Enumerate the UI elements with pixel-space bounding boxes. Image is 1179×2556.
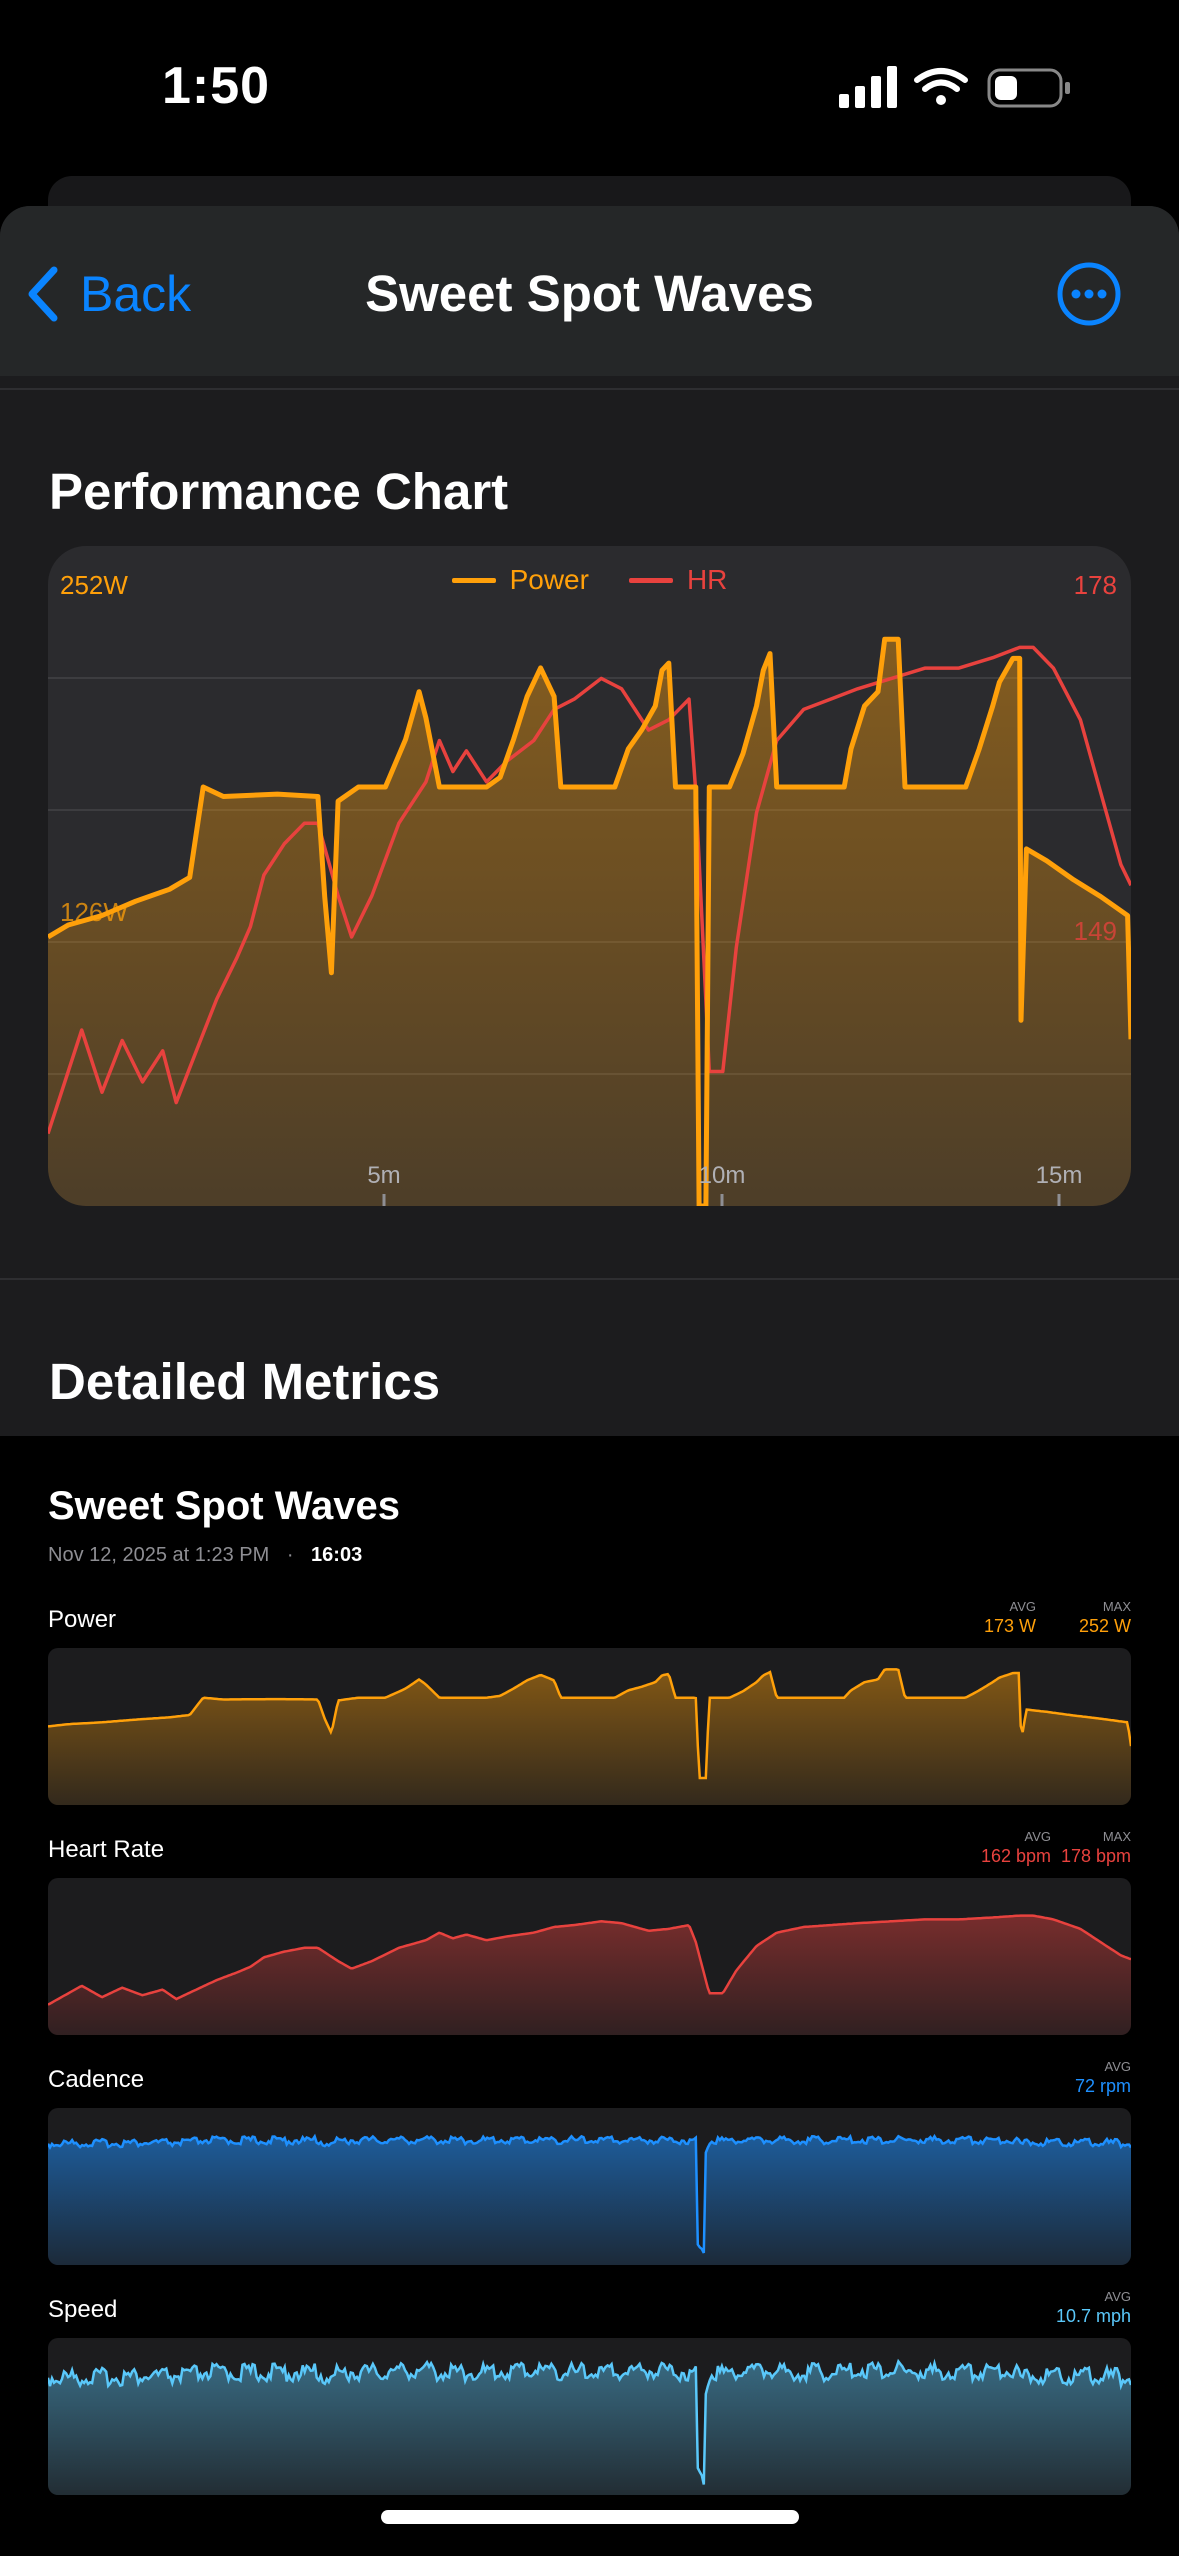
speed-mini-chart[interactable] [48,2338,1131,2495]
cadence-avg-stat: AVG 72 rpm [1075,2059,1131,2097]
detailed-metrics-title: Detailed Metrics [49,1353,441,1410]
hr-sparkline-line [48,1914,1131,2006]
hr-mid-label: 149 [1074,916,1117,946]
metric-label-speed: Speed [48,2296,118,2323]
hr-sparkline-area [48,1915,1131,2035]
speed-sparkline-line [48,2358,1131,2485]
x-tick-5m: 5m [367,1162,400,1189]
stat-value: 178 bpm [1060,1846,1131,1866]
hr-avg-stat: AVG 162 bpm [981,1829,1051,1867]
stat-value: 173 W [983,1616,1036,1636]
page-title: Sweet Spot Waves [365,265,814,322]
workout-meta: Nov 12, 2025 at 1:23 PM · 16:03 [48,1544,362,1567]
divider [0,1278,1179,1280]
power-sparkline-area [48,1669,1131,1805]
cadence-sparkline-line [48,2133,1131,2254]
stat-caption: MAX [1102,1599,1131,1614]
status-icons [839,66,1070,108]
divider [0,388,1179,390]
stat-value: 10.7 mph [1055,2306,1131,2326]
power-sparkline [48,1668,1131,1805]
more-options-icon[interactable] [1056,261,1122,327]
speed-avg-stat: AVG 10.7 mph [1056,2289,1131,2327]
legend-swatch-hr [628,577,673,583]
stat-value: 72 rpm [1074,2076,1131,2096]
cadence-mini-chart[interactable] [48,2108,1131,2265]
power-sparkline-line [48,1668,1131,1780]
power-max-label: 252W [60,570,128,600]
power-mid-label: 126W [60,897,128,927]
stat-value: 252 W [1078,1616,1131,1636]
workout-title: Sweet Spot Waves [48,1484,400,1528]
performance-chart[interactable]: Power HR 252W 1 [48,546,1131,1206]
performance-chart-title: Performance Chart [49,463,509,520]
status-time: 1:50 [162,57,271,115]
status-bar: 1:50 [0,0,1179,170]
detailed-metrics-panel: Sweet Spot Waves Nov 12, 2025 at 1:23 PM… [0,1436,1179,2556]
speed-sparkline [48,2358,1131,2495]
back-label: Back [80,266,192,322]
power-avg-stat: AVG 173 W [984,1599,1036,1637]
hr-max-label: 178 [1074,570,1117,600]
stat-caption: MAX [1102,1829,1131,1844]
x-tick-15m: 15m [1036,1162,1083,1189]
wifi-icon [914,68,968,92]
stat-caption: AVG [1024,1829,1052,1844]
battery-icon [987,68,1070,108]
legend-swatch-power [451,577,496,583]
legend-item-power: Power [451,564,589,596]
signal-icon [839,66,897,108]
stat-caption: AVG [1104,2059,1132,2074]
heart-rate-mini-chart[interactable] [48,1878,1131,2035]
power-mini-chart[interactable] [48,1648,1131,1805]
performance-chart-plot: 252W 126W 178 149 5m 10m 15m [48,570,1131,1206]
workout-duration: 16:03 [311,1544,363,1566]
metric-label-power: Power [48,1606,117,1633]
detail-sheet: Back Sweet Spot Waves Performance Chart … [0,206,1179,1436]
metric-label-cadence: Cadence [48,2066,145,2093]
meta-separator: · [286,1544,294,1566]
stat-caption: AVG [1009,1599,1037,1614]
metric-label-heart-rate: Heart Rate [48,1836,165,1863]
legend-label-hr: HR [686,564,728,595]
hr-sparkline [48,1914,1131,2035]
cadence-sparkline [48,2133,1131,2265]
x-tick-10m: 10m [699,1162,746,1189]
stat-value: 162 bpm [980,1846,1051,1866]
hr-max-stat: MAX 178 bpm [1061,1829,1131,1867]
speed-sparkline-area [48,2361,1131,2495]
navigation-bar: Back Sweet Spot Waves [0,206,1179,376]
stat-caption: AVG [1104,2289,1132,2304]
power-series-line [48,636,1131,1206]
chevron-left-icon [28,266,58,322]
x-axis: 5m 10m 15m [367,1162,1082,1206]
workout-date: Nov 12, 2025 at 1:23 PM [48,1544,270,1566]
home-indicator[interactable] [381,2510,799,2524]
power-max-stat: MAX 252 W [1079,1599,1131,1637]
legend-label-power: Power [509,564,589,595]
legend-item-hr: HR [628,564,728,596]
hr-series-line [48,645,1131,1135]
power-area [48,639,1131,1206]
chart-legend: Power HR [48,564,1131,596]
cadence-sparkline-area [48,2136,1131,2265]
back-button[interactable]: Back [26,262,191,326]
